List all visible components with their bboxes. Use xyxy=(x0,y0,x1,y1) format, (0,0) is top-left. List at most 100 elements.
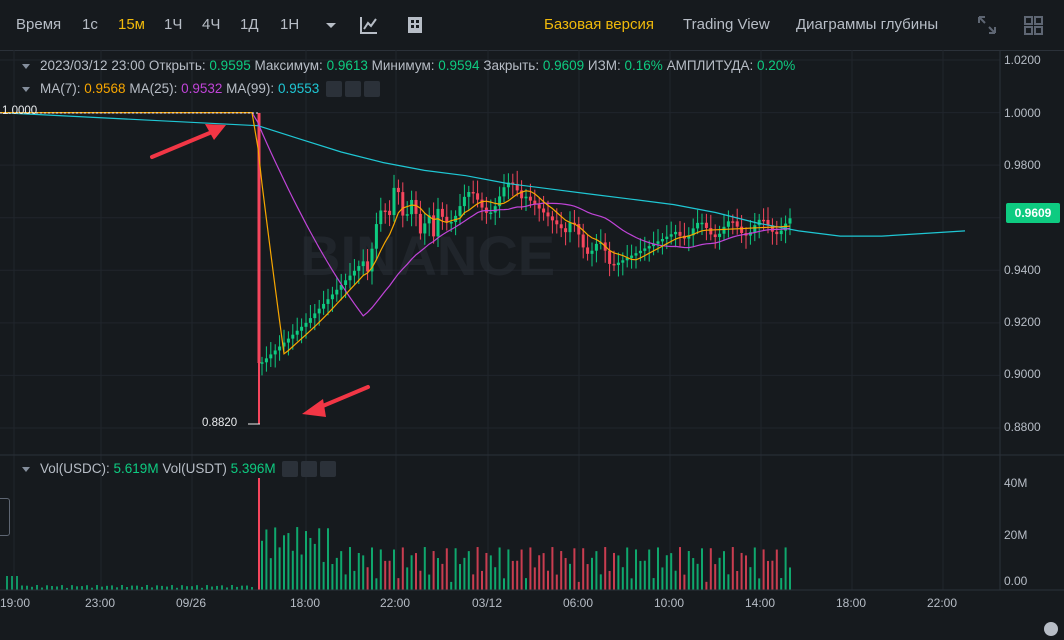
candle-body xyxy=(766,219,770,226)
collapse-triangle-icon[interactable] xyxy=(22,466,30,472)
candle-body xyxy=(449,222,453,224)
volume-bar xyxy=(258,478,260,590)
candle-body xyxy=(660,239,664,242)
collapse-triangle-icon[interactable] xyxy=(22,86,30,92)
volume-bar xyxy=(146,585,148,590)
candle-body xyxy=(489,212,493,215)
candle-body xyxy=(410,199,414,215)
time-tick: 14:00 xyxy=(745,596,776,610)
volume-bar xyxy=(604,547,607,590)
interval-15m[interactable]: 15м xyxy=(118,16,145,33)
price-tick: 0.9200 xyxy=(1004,315,1041,329)
volume-bar xyxy=(393,549,395,590)
view-depth[interactable]: Диаграммы глубины xyxy=(796,16,939,33)
volume-bar xyxy=(648,549,651,590)
indicators-icon[interactable] xyxy=(358,14,380,36)
volume-bar xyxy=(191,586,193,590)
collapse-triangle-icon[interactable] xyxy=(22,63,30,69)
candle-body xyxy=(564,228,568,233)
volume-bar xyxy=(11,576,13,590)
candle-body xyxy=(273,350,277,355)
volume-bar xyxy=(313,543,316,590)
volume-bar xyxy=(789,567,791,590)
candle-body xyxy=(502,187,506,197)
panel-expand-handle[interactable] xyxy=(0,498,10,536)
volume-bar xyxy=(241,585,243,590)
candle-body xyxy=(348,275,352,281)
candle-body xyxy=(498,196,502,207)
settings-list-icon[interactable] xyxy=(404,14,426,36)
volume-bar xyxy=(445,548,448,590)
volume-bar xyxy=(331,564,334,590)
time-tick: 19:00 xyxy=(0,596,31,610)
view-tradingview[interactable]: Trading View xyxy=(683,16,770,33)
fullscreen-icon[interactable] xyxy=(976,14,998,36)
volume-bar xyxy=(784,547,787,590)
candle-body xyxy=(515,183,519,191)
volume-bar xyxy=(371,547,373,590)
candle-body xyxy=(423,223,427,234)
volume-bar xyxy=(322,561,325,590)
close-icon[interactable] xyxy=(1044,622,1058,636)
candle-body xyxy=(264,358,268,363)
volume-bar xyxy=(533,567,536,590)
candle-body xyxy=(577,224,581,235)
volume-bar xyxy=(432,551,435,590)
view-basic[interactable]: Базовая версия xyxy=(544,16,654,33)
interval-1d[interactable]: 1Д xyxy=(240,16,259,33)
volume-bar xyxy=(216,585,218,590)
candle-body xyxy=(440,208,444,217)
volume-bar xyxy=(86,585,88,590)
close-icon[interactable] xyxy=(320,461,337,478)
chevron-down-icon[interactable] xyxy=(320,14,342,36)
price-tick: 1.0000 xyxy=(1004,106,1041,120)
time-tick: 22:00 xyxy=(927,596,958,610)
candle-body xyxy=(493,206,497,213)
time-tick: 18:00 xyxy=(290,596,321,610)
volume-bar xyxy=(126,587,128,590)
eye-icon[interactable] xyxy=(282,461,299,478)
volume-bar xyxy=(166,586,168,590)
volume-bar xyxy=(141,586,143,590)
volume-bar xyxy=(353,570,356,590)
volume-bar xyxy=(278,547,281,590)
volume-bar xyxy=(236,586,238,590)
candle-body xyxy=(528,196,532,201)
volume-bar xyxy=(555,574,558,590)
candle-body xyxy=(762,219,766,222)
volume-bar xyxy=(463,557,466,590)
volume-bar xyxy=(171,585,173,590)
volume-bar xyxy=(36,585,38,590)
volume-bar xyxy=(357,552,360,590)
interval-4h[interactable]: 4Ч xyxy=(202,16,221,33)
volume-bar xyxy=(714,564,717,590)
volume-bar xyxy=(503,578,505,590)
interval-1h[interactable]: 1Ч xyxy=(164,16,183,33)
volume-bar xyxy=(206,585,208,590)
candle-body xyxy=(405,214,409,216)
volume-bar xyxy=(349,547,351,590)
price-tick: 1.0200 xyxy=(1004,53,1041,67)
volume-bar xyxy=(231,585,233,590)
volume-bar xyxy=(156,585,158,590)
eye-icon[interactable] xyxy=(326,81,343,98)
settings-icon[interactable] xyxy=(301,461,318,478)
settings-icon[interactable] xyxy=(345,81,362,98)
close-icon[interactable] xyxy=(364,81,381,98)
volume-bar xyxy=(388,560,391,590)
interval-1w[interactable]: 1Н xyxy=(280,16,300,33)
candle-body xyxy=(770,225,774,232)
volume-tick: 40M xyxy=(1004,476,1028,490)
ma99-line xyxy=(0,112,966,237)
volume-bar xyxy=(718,557,721,590)
candle-body xyxy=(608,250,612,264)
candle-body xyxy=(476,193,480,200)
interval-1s[interactable]: 1с xyxy=(82,16,98,33)
layout-grid-icon[interactable] xyxy=(1022,14,1044,36)
candle-body xyxy=(757,219,761,226)
volume-bar xyxy=(151,587,153,590)
volume-bar xyxy=(731,547,734,590)
volume-bar xyxy=(21,585,23,590)
volume-bar xyxy=(564,558,567,590)
